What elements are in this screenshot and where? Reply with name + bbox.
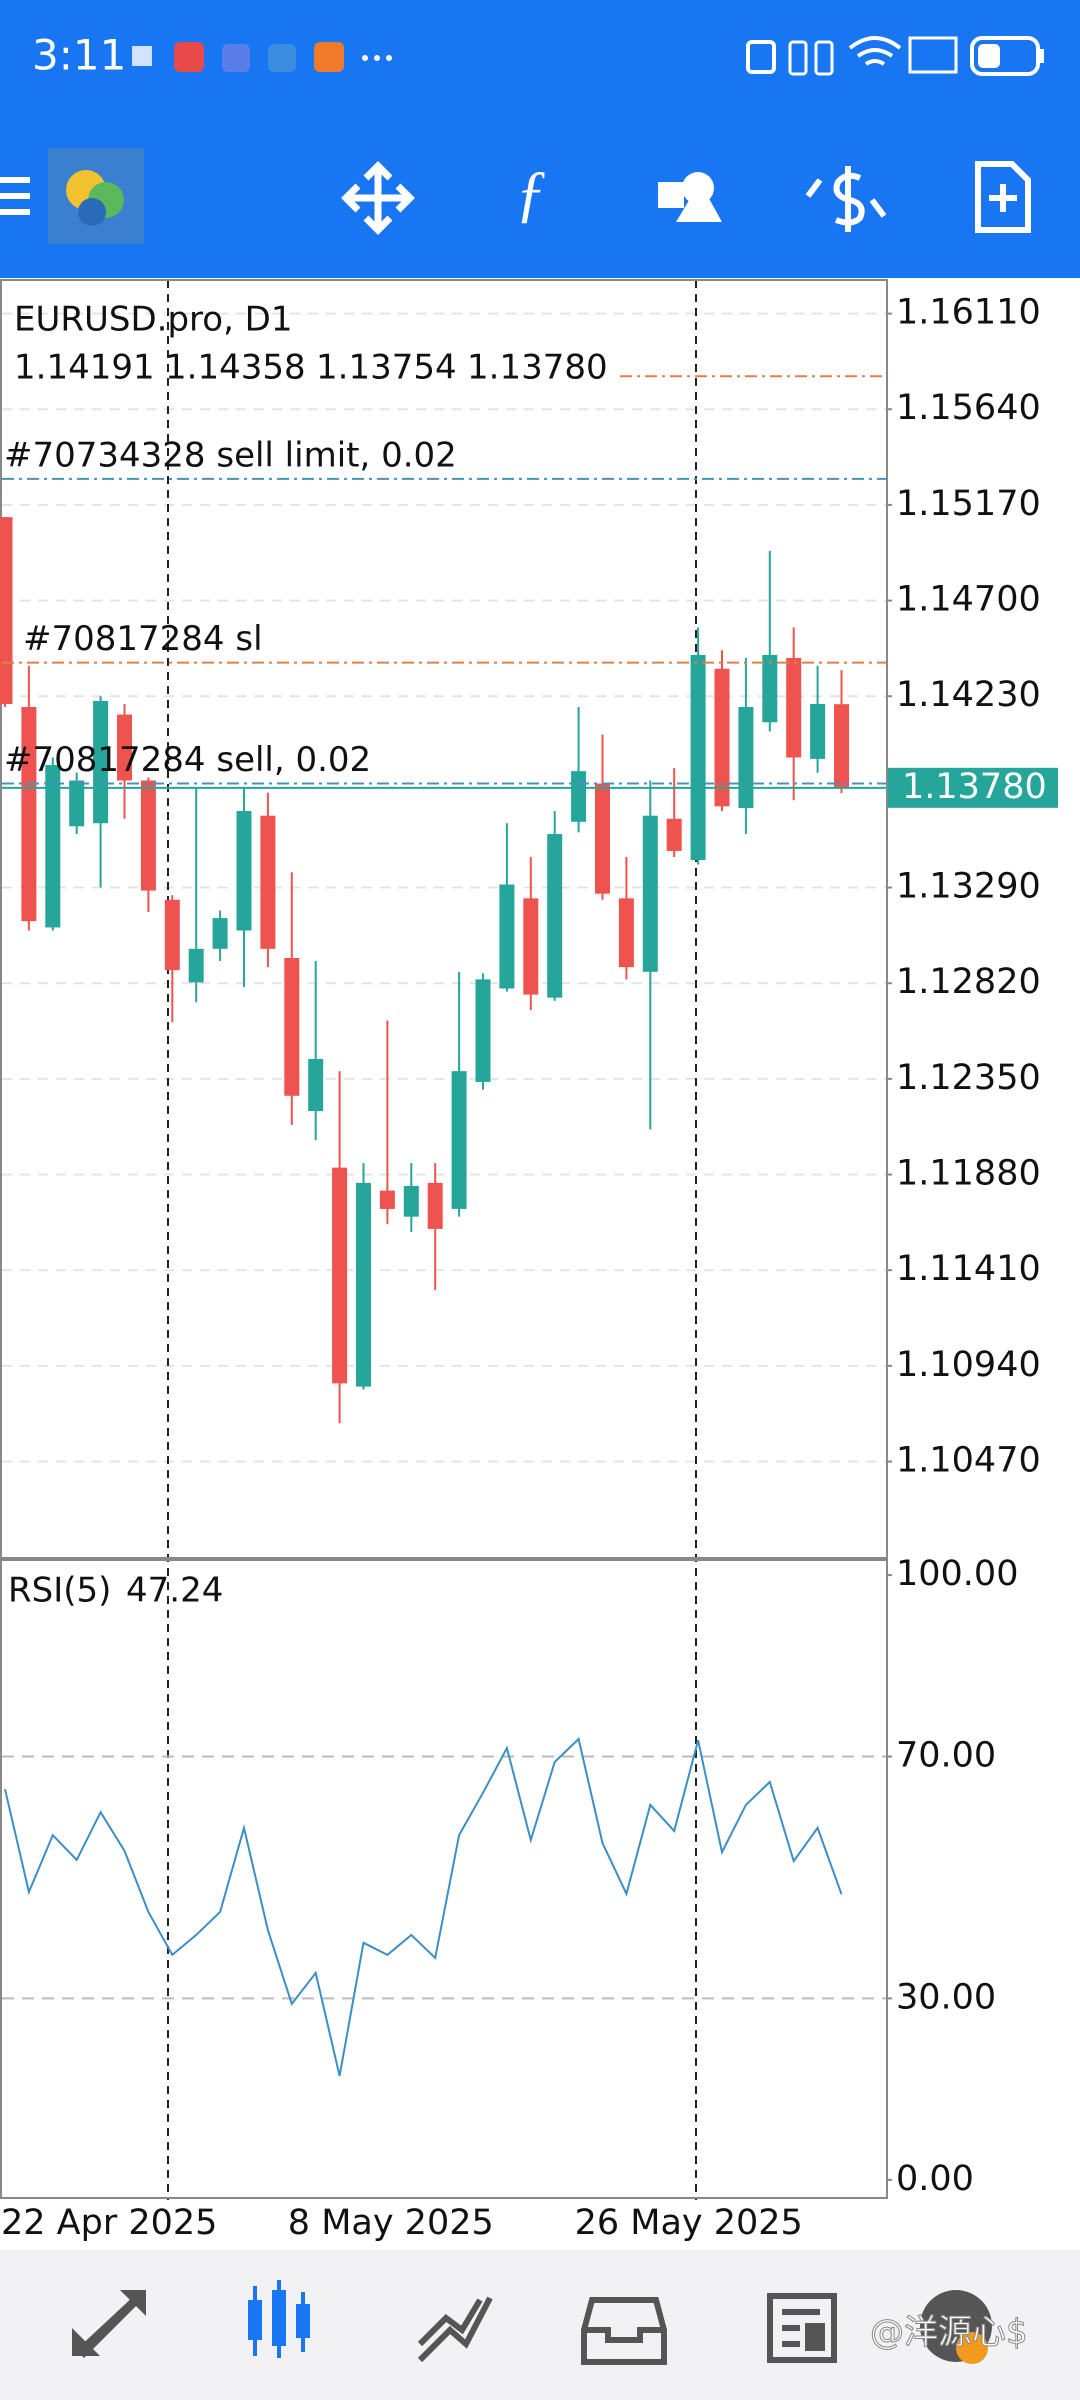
- y-tick-label: 1.15640: [896, 388, 1041, 428]
- candle-body: [714, 668, 730, 807]
- candle-body: [93, 700, 109, 824]
- y-tick-label: 1.15170: [896, 484, 1041, 524]
- candle-body: [69, 780, 85, 827]
- indicators-button[interactable]: ƒ: [515, 158, 547, 229]
- y-tick-label: 1.12350: [896, 1058, 1041, 1098]
- candle-body: [834, 704, 849, 788]
- y-tick-label: 30.00: [896, 1977, 996, 2017]
- news-tab[interactable]: [767, 2293, 837, 2363]
- app-icon[interactable]: [48, 148, 144, 244]
- y-tick-label: 1.10940: [896, 1345, 1041, 1385]
- candle-body: [666, 818, 682, 851]
- chart-tab[interactable]: [248, 2280, 310, 2358]
- ohlc-high: 1.14358: [165, 348, 306, 388]
- y-tick-label: 70.00: [896, 1736, 996, 1776]
- candle-body: [332, 1167, 348, 1384]
- candle-body: [140, 780, 156, 891]
- x-tick-label: 22 Apr 2025: [1, 2203, 217, 2243]
- menu-button[interactable]: [0, 177, 30, 215]
- candle-body: [284, 957, 300, 1096]
- candle-body: [188, 948, 204, 983]
- candle-body: [738, 707, 754, 808]
- candle-body: [45, 765, 61, 928]
- y-tick-label: 0.00: [896, 2159, 974, 2199]
- candle-body: [595, 783, 610, 894]
- candle-body: [786, 657, 802, 758]
- rsi-value: 47.24: [126, 1571, 223, 1611]
- ohlc-close: 1.13780: [467, 348, 608, 388]
- chart-title: EURUSD.pro, D1: [14, 300, 293, 340]
- rsi-title: RSI(5): [8, 1571, 111, 1611]
- watermark: @洋源心$: [870, 2313, 1028, 2353]
- candle-body: [571, 771, 587, 822]
- candle-body: [762, 654, 778, 723]
- order-label: #70734328 sell limit, 0.02: [4, 435, 457, 475]
- rsi-panel-frame: [0, 1559, 888, 2199]
- price-panel-frame: [0, 279, 888, 1559]
- ohlc-readout: 1.14191 1.14358 1.13754 1.13780: [14, 348, 608, 388]
- trade-button[interactable]: [805, 166, 887, 232]
- trade-tab[interactable]: [417, 2296, 493, 2363]
- history-tab[interactable]: [581, 2297, 667, 2365]
- ohlc-open: 1.14191: [14, 348, 155, 388]
- current-price-label: 1.13780: [902, 767, 1047, 807]
- candle-body: [356, 1182, 371, 1387]
- candle-body: [379, 1190, 395, 1209]
- order-label: #70817284 sell, 0.02: [4, 740, 371, 780]
- candle-body: [212, 918, 228, 949]
- candle-body: [0, 517, 13, 704]
- candle-body: [21, 707, 37, 922]
- header-bg: [0, 0, 1080, 278]
- y-tick-label: 1.11410: [896, 1249, 1041, 1289]
- candle-body: [164, 899, 180, 971]
- toolbar: ƒ: [0, 148, 1031, 244]
- candle-body: [547, 834, 563, 998]
- candle-body: [690, 654, 706, 861]
- status-icons: [132, 36, 1044, 76]
- candle-body: [427, 1182, 443, 1229]
- new-order-button[interactable]: [975, 161, 1031, 233]
- crosshair-button[interactable]: [341, 161, 415, 235]
- x-tick-label: 8 May 2025: [288, 2203, 494, 2243]
- ohlc-low: 1.13754: [316, 348, 457, 388]
- y-tick-label: 1.13290: [896, 867, 1041, 907]
- y-tick-label: 1.11880: [896, 1154, 1041, 1194]
- candle-body: [523, 898, 539, 995]
- candle-body: [618, 898, 634, 968]
- candle-body: [260, 815, 276, 949]
- candle-body: [475, 979, 491, 1082]
- candle-body: [642, 815, 658, 972]
- candle-body: [308, 1058, 324, 1112]
- order-label: #70817284 sl: [23, 619, 263, 659]
- profile-tab[interactable]: [920, 2290, 992, 2364]
- candle-body: [117, 714, 132, 781]
- y-tick-label: 100.00: [896, 1554, 1018, 1594]
- candle-body: [236, 811, 252, 931]
- y-tick-label: 1.16110: [896, 293, 1041, 333]
- candle-body: [403, 1185, 419, 1217]
- y-tick-label: 1.14700: [896, 580, 1041, 620]
- candle-body: [451, 1071, 467, 1209]
- current-price-box: [888, 767, 1058, 808]
- bottom-nav: [0, 2250, 1080, 2400]
- objects-button[interactable]: [658, 172, 722, 222]
- x-tick-label: 26 May 2025: [575, 2203, 803, 2243]
- status-time: 3:11: [32, 31, 126, 80]
- candle-body: [499, 884, 515, 989]
- rsi-line: [4, 1737, 843, 2077]
- candle-body: [810, 703, 826, 759]
- y-tick-label: 1.14230: [896, 675, 1041, 715]
- y-tick-label: 1.10470: [896, 1441, 1041, 1481]
- quotes-tab[interactable]: [72, 2290, 146, 2358]
- y-tick-label: 1.12820: [896, 962, 1041, 1002]
